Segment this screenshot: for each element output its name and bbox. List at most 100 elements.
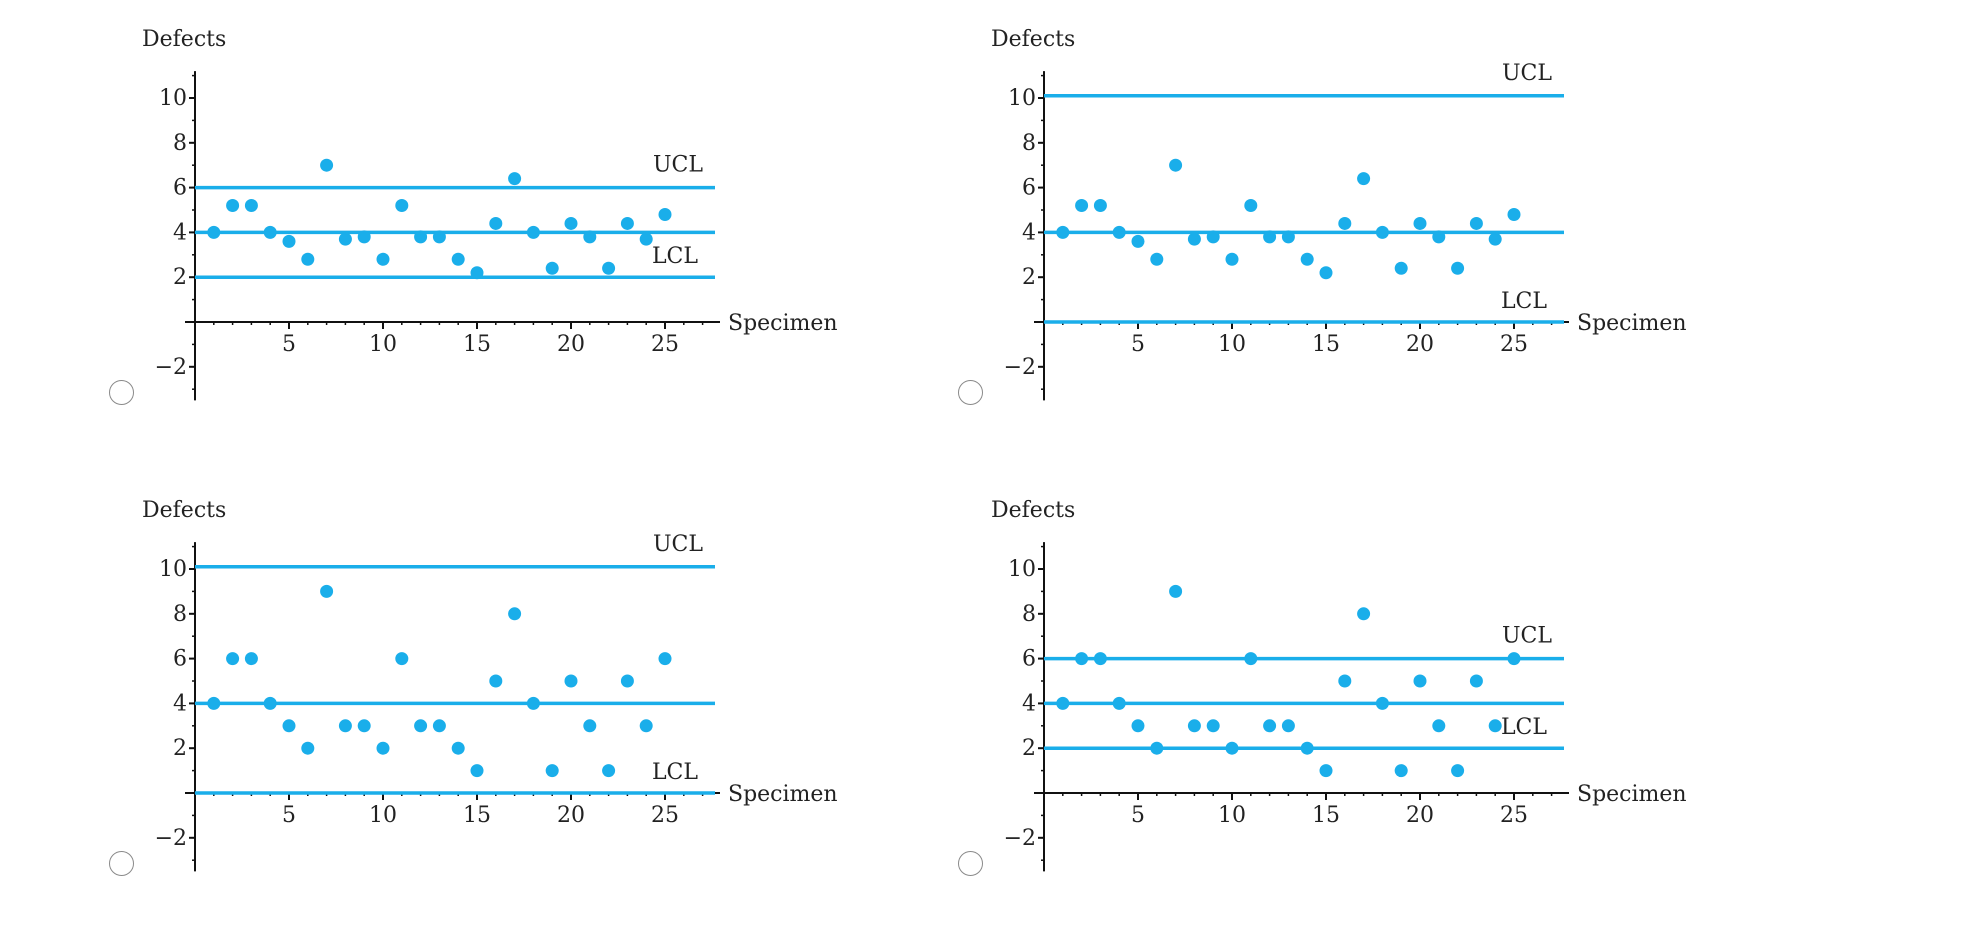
- data-point: [320, 584, 334, 598]
- x-tick-label: 10: [1218, 803, 1246, 828]
- y-tick-label: 8: [173, 131, 187, 156]
- data-point: [1507, 207, 1521, 221]
- data-point: [470, 764, 484, 778]
- x-tick-label: 10: [369, 803, 397, 828]
- x-tick-label: 20: [557, 332, 585, 357]
- data-point: [263, 225, 277, 239]
- chart-3: Defects −2 2 4 6 8 10 5 10 15 20 25 Specimen UCL LCL: [142, 498, 838, 872]
- data-point: [1375, 225, 1389, 239]
- data-point: [1300, 741, 1314, 755]
- x-tick-label: 25: [651, 803, 679, 828]
- y-tick-label: −2: [1004, 826, 1036, 851]
- x-tick-label: 25: [1500, 332, 1528, 357]
- data-point: [451, 741, 465, 755]
- radio-button-3[interactable]: [109, 851, 134, 876]
- data-point: [1187, 232, 1201, 246]
- y-tick-label: 8: [1022, 131, 1036, 156]
- radio-button-4[interactable]: [958, 851, 983, 876]
- data-point: [1413, 674, 1427, 688]
- data-point: [244, 652, 258, 666]
- data-point: [639, 719, 653, 733]
- x-tick-label: 20: [557, 803, 585, 828]
- data-point: [508, 172, 522, 186]
- data-point: [1206, 230, 1220, 244]
- data-point: [658, 652, 672, 666]
- data-point: [1281, 230, 1295, 244]
- data-point: [1319, 266, 1333, 280]
- data-point: [432, 230, 446, 244]
- lcl-label: LCL: [1501, 715, 1547, 740]
- data-point: [301, 741, 315, 755]
- x-tick-label: 25: [651, 332, 679, 357]
- data-point: [357, 719, 371, 733]
- x-axis-label: Specimen: [728, 782, 838, 807]
- y-tick-label: 6: [173, 176, 187, 201]
- radio-button-2[interactable]: [958, 380, 983, 405]
- data-point: [526, 225, 540, 239]
- data-point: [1300, 252, 1314, 266]
- data-point: [1169, 158, 1183, 172]
- data-point: [658, 207, 672, 221]
- data-point: [1432, 719, 1446, 733]
- data-point: [263, 696, 277, 710]
- ucl-label: UCL: [1502, 61, 1552, 86]
- data-point: [1112, 696, 1126, 710]
- data-point: [1244, 652, 1258, 666]
- data-point: [470, 266, 484, 280]
- answer-option-4[interactable]: Defects −2 2 4 6 8 10 5 10 15 20 25 Specimen UCL LCL: [949, 481, 1849, 921]
- radio-button-1[interactable]: [109, 380, 134, 405]
- data-point: [1225, 741, 1239, 755]
- data-point: [357, 230, 371, 244]
- x-tick-label: 15: [463, 803, 491, 828]
- x-axis-label: Specimen: [1577, 782, 1687, 807]
- data-point: [489, 674, 503, 688]
- data-point: [244, 199, 258, 213]
- data-point: [1338, 216, 1352, 230]
- data-point: [602, 261, 616, 275]
- answer-option-1[interactable]: Defects −2 2 4 6 8 10 5 10 15 20 25 Specimen UCL LCL: [100, 10, 1000, 450]
- data-point: [1357, 607, 1371, 621]
- ucl-label: UCL: [1502, 624, 1552, 649]
- data-point: [282, 719, 296, 733]
- data-point: [1469, 216, 1483, 230]
- x-tick-label: 20: [1406, 332, 1434, 357]
- data-point: [1263, 230, 1277, 244]
- data-point: [1093, 199, 1107, 213]
- data-point: [564, 216, 578, 230]
- data-point: [1451, 764, 1465, 778]
- x-tick-label: 15: [1312, 332, 1340, 357]
- data-point: [451, 252, 465, 266]
- x-tick-label: 15: [463, 332, 491, 357]
- x-tick-label: 5: [1131, 803, 1145, 828]
- y-tick-label: 2: [173, 736, 187, 761]
- data-point: [1469, 674, 1483, 688]
- y-tick-label: 4: [173, 691, 187, 716]
- y-axis-label: Defects: [991, 27, 1075, 52]
- data-point: [1187, 719, 1201, 733]
- data-point: [1075, 199, 1089, 213]
- ucl-label: UCL: [653, 532, 703, 557]
- data-point: [414, 719, 428, 733]
- data-point: [583, 719, 597, 733]
- answer-option-2[interactable]: Defects −2 2 4 6 8 10 5 10 15 20 25 Specimen UCL LCL: [949, 10, 1849, 450]
- x-tick-label: 5: [282, 332, 296, 357]
- data-point: [1394, 261, 1408, 275]
- data-point: [282, 234, 296, 248]
- data-point: [338, 232, 352, 246]
- ucl-label: UCL: [653, 153, 703, 178]
- x-tick-label: 20: [1406, 803, 1434, 828]
- data-point: [1131, 719, 1145, 733]
- data-point: [508, 607, 522, 621]
- y-tick-label: 8: [173, 602, 187, 627]
- data-point: [395, 199, 409, 213]
- y-axis-label: Defects: [142, 27, 226, 52]
- y-tick-label: 6: [1022, 647, 1036, 672]
- data-point: [1451, 261, 1465, 275]
- y-tick-label: 2: [173, 265, 187, 290]
- answer-option-3[interactable]: Defects −2 2 4 6 8 10 5 10 15 20 25 Specimen UCL LCL: [100, 481, 1000, 921]
- data-point: [1150, 741, 1164, 755]
- data-point: [338, 719, 352, 733]
- y-tick-label: 10: [1008, 86, 1036, 111]
- x-tick-label: 10: [1218, 332, 1246, 357]
- y-tick-label: −2: [1004, 355, 1036, 380]
